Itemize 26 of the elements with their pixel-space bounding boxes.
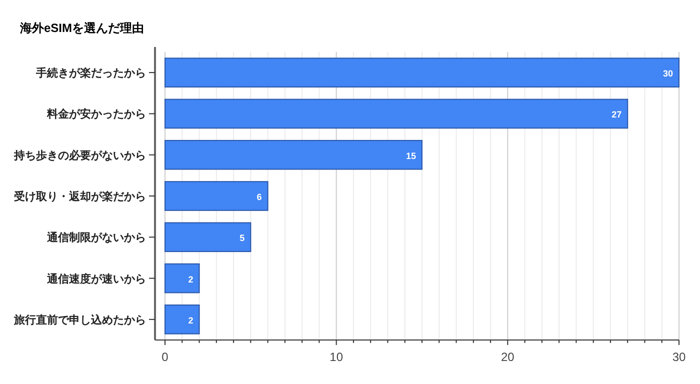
x-tick-label: 10 xyxy=(330,350,344,364)
data-label: 15 xyxy=(406,150,416,161)
x-tick-label: 30 xyxy=(672,350,686,364)
bar xyxy=(164,304,200,334)
y-tick-label: 持ち歩きの必要がないから xyxy=(13,148,146,162)
y-tick-label: 料金が安かったから xyxy=(46,108,146,121)
data-label: 2 xyxy=(188,274,194,284)
bar xyxy=(164,58,680,88)
chart-title: 海外eSIMを選んだ理由 xyxy=(19,21,144,35)
data-label: 30 xyxy=(662,68,673,79)
bar xyxy=(164,98,628,129)
data-label: 6 xyxy=(256,192,262,202)
bar xyxy=(164,222,252,252)
bar xyxy=(164,140,422,170)
y-tick-label: 通信速度が速いから xyxy=(46,272,146,286)
y-tick-label: 旅行直前で申し込めたから xyxy=(13,313,146,326)
x-tick-label: 0 xyxy=(162,350,169,364)
y-tick-label: 通信制限がないから xyxy=(46,231,146,244)
data-label: 27 xyxy=(612,110,622,120)
data-label: 5 xyxy=(240,233,245,244)
data-label: 2 xyxy=(188,315,194,326)
y-tick-label: 手続きが楽だったから xyxy=(35,66,146,80)
x-tick-label: 20 xyxy=(500,350,515,364)
bar xyxy=(164,181,268,211)
bar xyxy=(164,263,200,294)
y-tick-label: 受け取り・返却が楽だから xyxy=(13,190,146,203)
